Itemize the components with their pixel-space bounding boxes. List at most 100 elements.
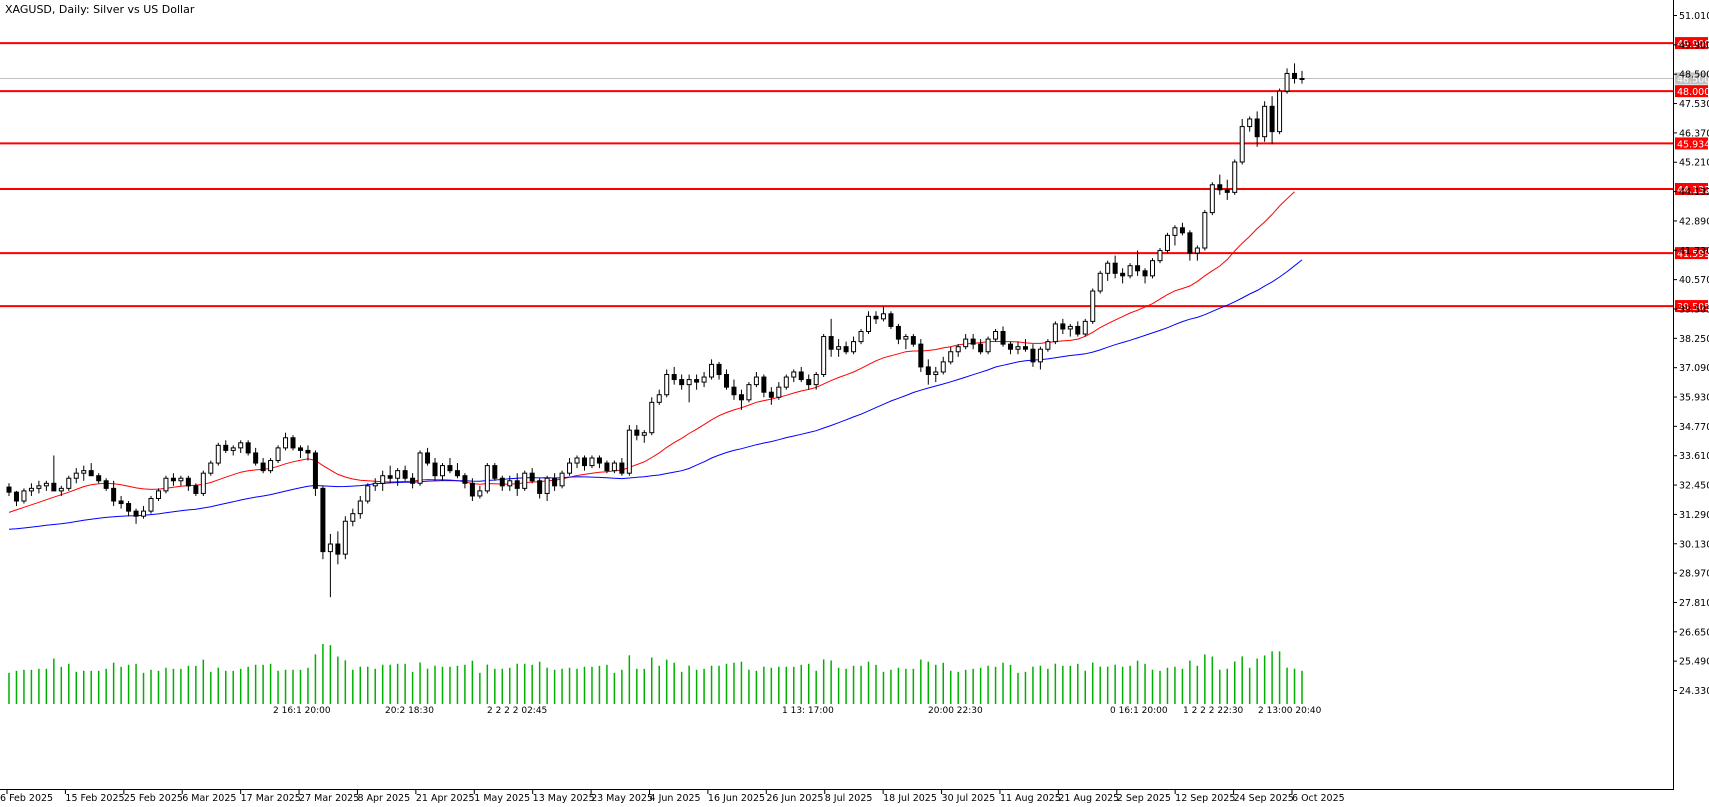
candle-body-bull [178, 477, 184, 482]
x-axis: 6 Feb 2025 15 Feb 2025 25 Feb 2025 6 Mar 20… [0, 790, 1345, 804]
candle-body-bull [148, 497, 154, 512]
level-badge [1675, 247, 1708, 260]
candle-body-bull [866, 315, 872, 333]
candle-body-bear [895, 325, 901, 340]
candle-body-bull [686, 379, 692, 386]
x-tick-label: 16 Jun 2025 [708, 793, 765, 803]
candle-body-bull [268, 460, 274, 472]
candle-body-bull [73, 472, 79, 479]
candle-body-bear [13, 491, 19, 502]
x-tick-label: 6 Feb 2025 [0, 793, 53, 803]
candle-body-bear [1120, 272, 1126, 277]
candle-body-bull [1052, 323, 1058, 343]
candle-body-bull [963, 338, 969, 348]
x-tick-label: 2 Sep 2025 [1117, 793, 1171, 803]
candle-body-bull [993, 331, 999, 340]
candle-body-bull [141, 510, 147, 517]
candle-body-bull [1097, 272, 1103, 292]
level-label: 44.132 [1677, 185, 1709, 196]
x-tick-label: 8 Apr 2025 [357, 793, 410, 803]
candle-body-bear [499, 477, 505, 487]
volume-labels-group: 2 16:1 20:00 20:2 18:30 2 2 2 2 02:45 1 13:… [273, 706, 1322, 716]
candle-body-bear [387, 475, 393, 479]
candle-body-bear [492, 465, 498, 479]
candle-body-bull [58, 487, 64, 492]
candle-body-bull [507, 480, 513, 487]
candle-body-bull [1015, 346, 1021, 350]
volume-time-label: 2 13:00 20:40 [1258, 706, 1322, 716]
candle-body-bear [1060, 323, 1066, 330]
current-price-badge [1675, 72, 1708, 85]
candle-body-bear [806, 379, 812, 386]
candle-body-bull [1157, 250, 1163, 262]
candle-body-bear [297, 447, 303, 451]
candle-body-bull [66, 477, 72, 489]
candle-body-bull [544, 477, 550, 494]
candle-body-bear [1187, 232, 1193, 254]
x-tick-label: 6 Mar 2025 [182, 793, 236, 803]
candle-body-bull [753, 376, 759, 386]
candle-body-bear [634, 429, 640, 436]
candle-body-bull [1262, 105, 1268, 138]
candle-body-bull [215, 444, 221, 464]
candle-body-bear [1022, 346, 1028, 350]
candle-body-bear [596, 457, 602, 464]
level-label: 41.599 [1677, 249, 1709, 260]
current-price-group: 48.500 [0, 72, 1709, 86]
candle-body-bull [626, 429, 632, 474]
candle-body-bear [118, 500, 124, 505]
x-tick-label: 8 Jul 2025 [825, 793, 873, 803]
x-tick-label: 21 Aug 2025 [1058, 793, 1119, 803]
candle-body-bull [746, 384, 752, 401]
candle-body-bull [230, 447, 236, 451]
x-tick-label: 12 Sep 2025 [1175, 793, 1235, 803]
y-tick-label: 51.010 [1679, 11, 1709, 22]
y-tick-label: 44.132 [1679, 187, 1709, 198]
candle-body-bull [851, 341, 857, 353]
volume-bars-group [8, 644, 1303, 704]
volume-time-label: 20:00 22:30 [928, 706, 983, 716]
ma-fast-line [8, 191, 1295, 513]
candle-body-bear [305, 449, 311, 454]
candle-body-bull [709, 363, 715, 378]
candle-body-bear [843, 346, 849, 353]
candle-body-bear [925, 366, 931, 376]
candle-body-bull [327, 543, 333, 553]
y-tick-label: 49.900 [1679, 40, 1709, 51]
candle-body-bull [821, 336, 827, 376]
candle-body-bull [955, 346, 961, 353]
volume-time-label: 20:2 18:30 [385, 706, 434, 716]
candle-body-bear [133, 510, 139, 517]
candle-body-bear [111, 487, 117, 502]
candle-body-bull [589, 457, 595, 467]
candle-body-bear [1112, 262, 1118, 274]
candle-body-bull [880, 313, 886, 320]
candle-body-bear [724, 374, 730, 388]
candle-body-bull [903, 336, 909, 340]
candle-body-bear [469, 482, 475, 497]
candle-body-bull [417, 452, 423, 484]
candle-body-bear [671, 374, 677, 381]
y-tick-label: 38.250 [1679, 334, 1709, 345]
candle-body-bear [619, 462, 625, 474]
candle-body-bull [611, 462, 617, 472]
candle-body-bear [51, 482, 57, 492]
candle-body-bear [768, 391, 774, 398]
candle-body-bull [163, 477, 169, 492]
x-tick-label: 6 Oct 2025 [1292, 793, 1345, 803]
y-tick-label: 25.490 [1679, 657, 1709, 668]
y-tick-label: 37.090 [1679, 363, 1709, 374]
candle-body-bull [574, 457, 580, 464]
level-label: 48.000 [1677, 87, 1709, 98]
candle-body-bear [1030, 348, 1036, 363]
candle-body-bear [454, 470, 460, 477]
volume-time-label: 0 16:1 20:00 [1110, 706, 1168, 716]
candle-body-bull [365, 485, 371, 502]
candle-body-bear [828, 336, 834, 350]
y-tick-label: 31.290 [1679, 510, 1709, 521]
y-tick-label: 47.530 [1679, 99, 1709, 110]
y-axis: 51.010 49.900 48.500 47.530 46.370 45.210 44.1… [1673, 11, 1709, 697]
x-tick-label: 4 Jun 2025 [650, 793, 701, 803]
candle-body-bull [155, 490, 161, 499]
candle-body-bull [701, 376, 707, 383]
